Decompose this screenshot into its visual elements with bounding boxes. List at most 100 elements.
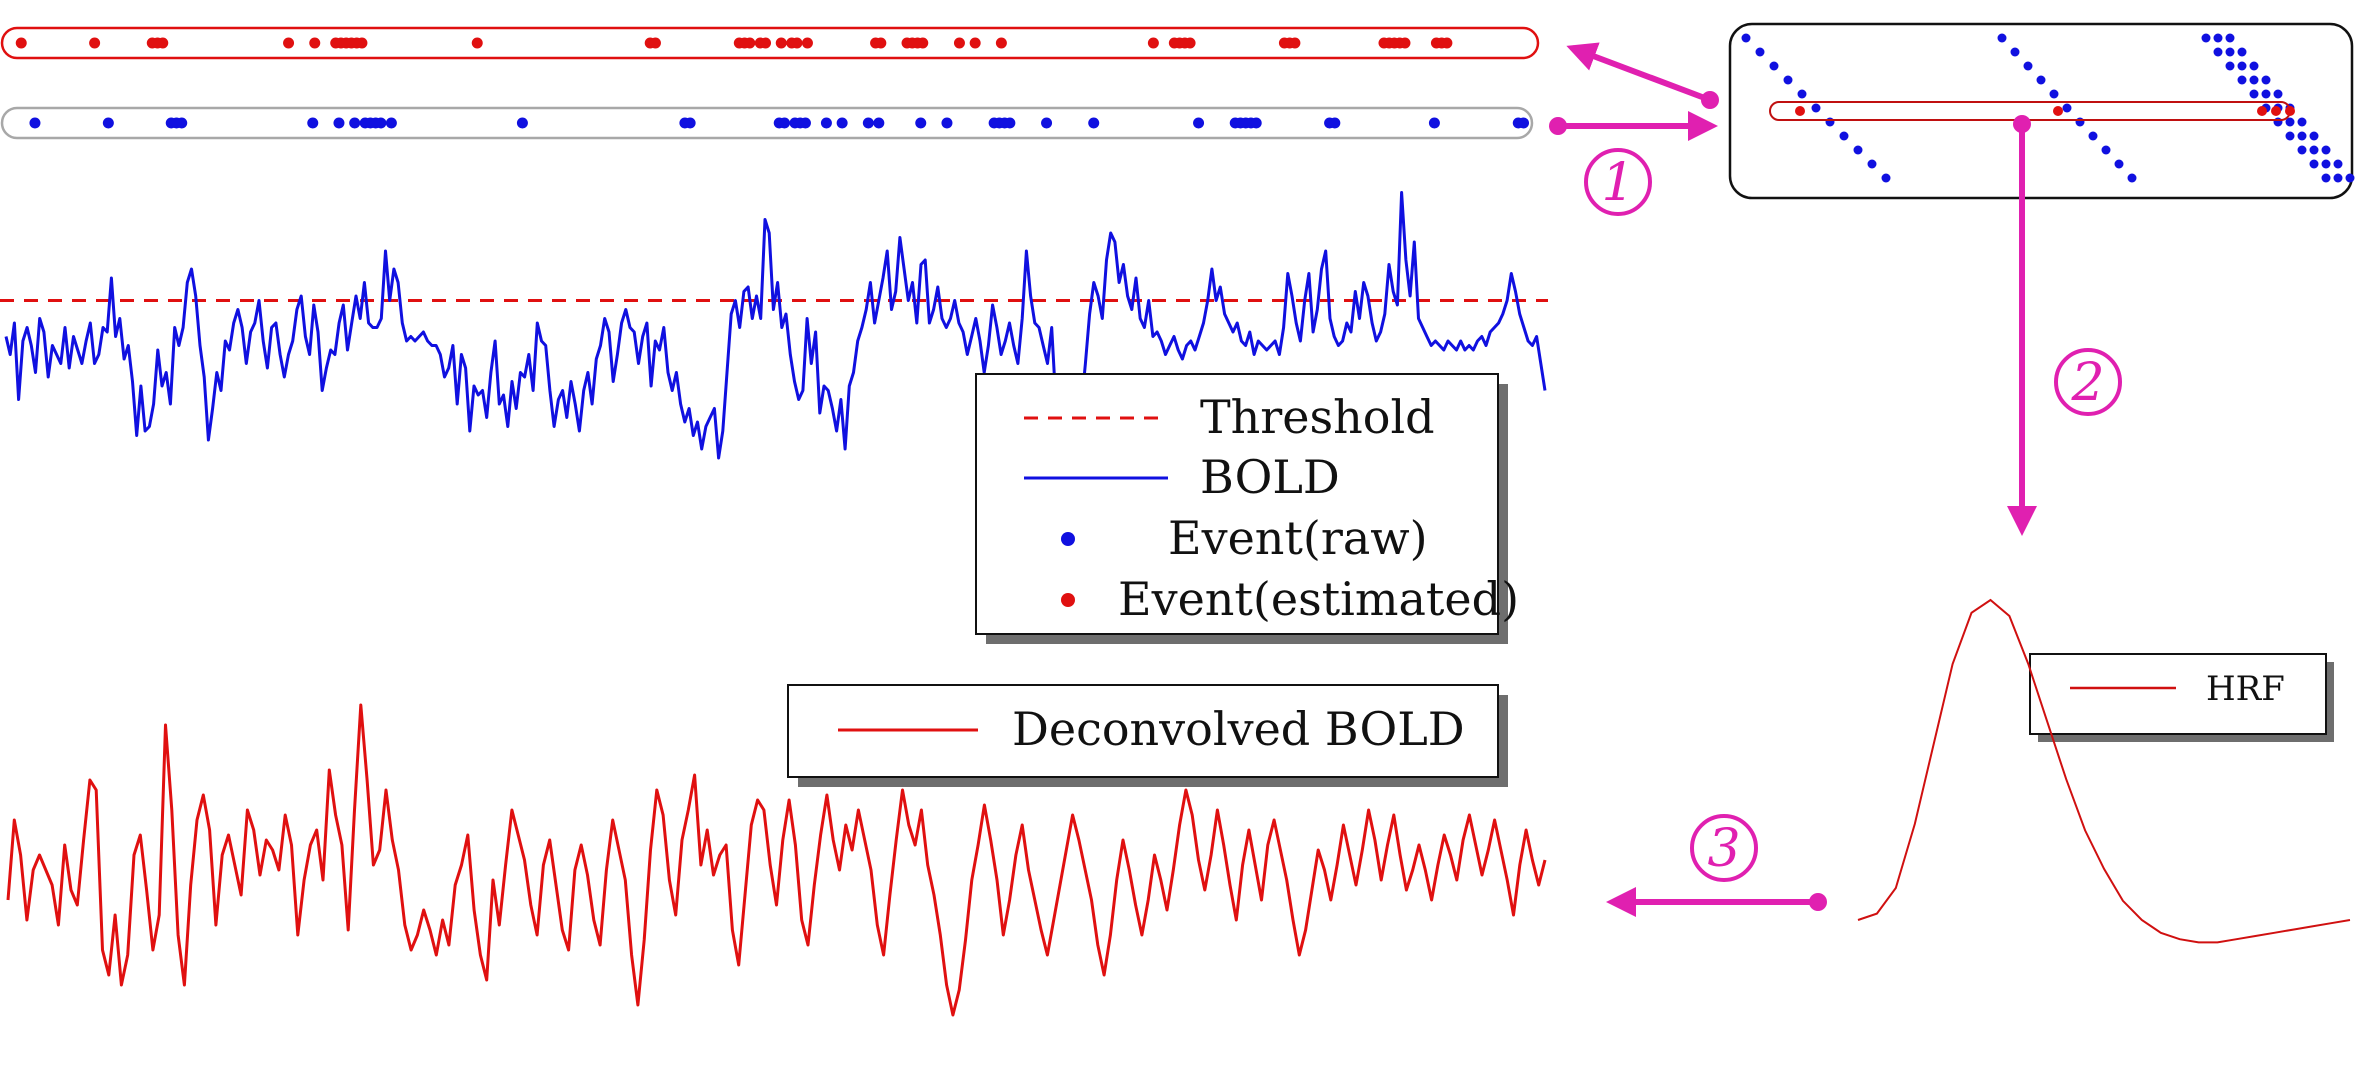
inset-raw-event-dot (2261, 89, 2271, 99)
legend-event-estimated-marker (1061, 593, 1075, 607)
inset-raw-event-dot (2333, 173, 2343, 183)
raw-event-dot (820, 117, 832, 129)
inset-raw-event-dot (2036, 75, 2046, 85)
arrow-to-estimated-events (1566, 42, 1712, 103)
raw-event-dot (1250, 117, 1262, 129)
inset-raw-event-dot (2101, 145, 2111, 155)
inset-raw-event-dot (2237, 47, 2247, 57)
raw-event-dot (778, 117, 790, 129)
raw-event-dot (873, 117, 885, 129)
raw-event-dot (684, 117, 696, 129)
estimated-events-dots (15, 37, 1453, 49)
raw-event-dot (915, 117, 927, 129)
inset-raw-event-dot (2249, 89, 2259, 99)
inset-raw-event-dot (1867, 159, 1877, 169)
raw-event-dot (1518, 117, 1530, 129)
estimated-event-dot (791, 37, 803, 49)
inset-estimated-event-dot (2053, 106, 2063, 116)
estimated-events-row (0, 26, 1540, 60)
estimated-event-dot (953, 37, 965, 49)
estimated-event-dot (801, 37, 813, 49)
estimated-event-dot (875, 37, 887, 49)
raw-event-dot (1193, 117, 1205, 129)
inset-raw-event-dot (2309, 159, 2319, 169)
legend-hrf: HRF (2029, 653, 2334, 742)
inset-raw-event-dot (2010, 47, 2020, 57)
inset-raw-event-dot (2225, 47, 2235, 57)
raw-event-dot (1329, 117, 1341, 129)
svg-text:3: 3 (1707, 819, 1740, 879)
raw-event-dot (1004, 117, 1016, 129)
step-3-arrows: 3 (1606, 814, 1827, 917)
inset-raw-event-cascades (1741, 33, 2355, 183)
inset-raw-event-dot (2285, 117, 2295, 127)
inset-raw-event-dot (2062, 103, 2072, 113)
estimated-event-dot (309, 37, 321, 49)
step-2-arrows: 2 (2007, 115, 2122, 536)
raw-event-dot (1041, 117, 1053, 129)
raw-event-dot (307, 117, 319, 129)
inset-raw-event-dot (2273, 89, 2283, 99)
inset-raw-event-dot (1811, 103, 1821, 113)
estimated-event-dot (1184, 37, 1196, 49)
deconvolved-line (6, 703, 1547, 1017)
inset-raw-event-dot (1755, 47, 1765, 57)
inset-raw-event-dot (2309, 131, 2319, 141)
inset-raw-event-dot (1783, 75, 1793, 85)
inset-estimated-event-dot (2285, 106, 2295, 116)
estimated-event-dot (969, 37, 981, 49)
raw-event-dot (941, 117, 953, 129)
inset-raw-event-dot (2321, 173, 2331, 183)
inset-raw-event-dot (1853, 145, 1863, 155)
estimated-event-dot (356, 37, 368, 49)
hrf-line (1857, 598, 2351, 944)
inset-raw-event-dot (1825, 117, 1835, 127)
raw-event-dot (1088, 117, 1100, 129)
raw-event-dot (176, 117, 188, 129)
raw-event-dot (375, 117, 387, 129)
estimated-event-dot (775, 37, 787, 49)
inset-raw-event-dot (1741, 33, 1751, 43)
inset-raw-event-dot (2345, 173, 2355, 183)
raw-event-dot (862, 117, 874, 129)
legend-event-raw-label: Event(raw) (1168, 511, 1428, 565)
raw-event-dot (349, 117, 361, 129)
inset-raw-event-dot (1769, 61, 1779, 71)
inset-estimated-row (1769, 101, 2291, 121)
inset-raw-event-dot (1881, 173, 1891, 183)
inset-raw-event-dot (2309, 145, 2319, 155)
estimated-event-dot (744, 37, 756, 49)
inset-raw-event-dot (2023, 61, 2033, 71)
estimated-event-dot (1399, 37, 1411, 49)
estimated-event-dot (283, 37, 295, 49)
inset-raw-event-dot (2201, 33, 2211, 43)
inset-raw-event-dot (2321, 145, 2331, 155)
estimated-event-dot (1289, 37, 1301, 49)
estimated-event-dot (760, 37, 772, 49)
raw-event-dot (333, 117, 345, 129)
inset-raw-event-dot (2088, 131, 2098, 141)
raw-event-dot (799, 117, 811, 129)
inset-raw-event-dot (1797, 89, 1807, 99)
arrow-origin-dot (1701, 91, 1719, 109)
step-1-arrows: 1 (1549, 42, 1719, 216)
inset-raw-event-dot (2237, 61, 2247, 71)
estimated-event-dot (157, 37, 169, 49)
inset-estimated-event-dot (2271, 106, 2281, 116)
legend-threshold-label: Threshold (1200, 390, 1435, 444)
inset-raw-event-dot (2273, 117, 2283, 127)
hrf-curve (1857, 598, 2351, 944)
bold-signal (4, 191, 1547, 496)
bold-line (4, 191, 1547, 496)
step-2-marker: 2 (2054, 348, 2122, 416)
arrow-origin-dot (1549, 117, 1567, 135)
legend-deconvolved: Deconvolved BOLD (787, 684, 1508, 787)
raw-event-dot (385, 117, 397, 129)
estimated-event-dot (89, 37, 101, 49)
inset-raw-event-dot (2049, 89, 2059, 99)
inset-raw-event-dot (1997, 33, 2007, 43)
inset-raw-event-dot (2297, 131, 2307, 141)
inset-estimated-event-dot (1795, 106, 1805, 116)
inset-raw-event-dot (2237, 75, 2247, 85)
